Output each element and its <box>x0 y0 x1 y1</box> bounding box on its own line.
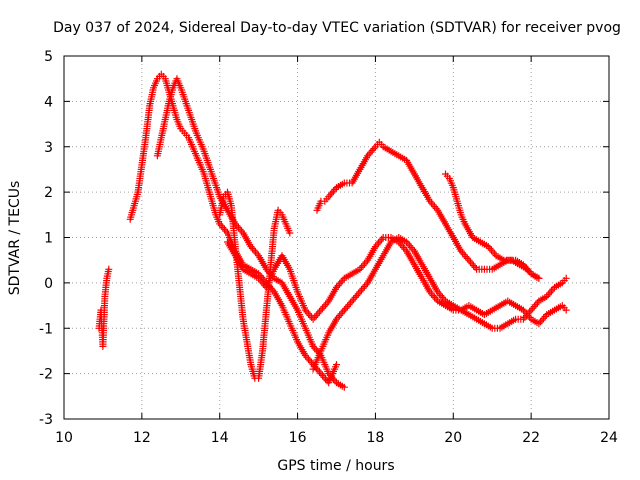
y-tick-label: 3 <box>44 140 53 156</box>
x-tick-label: 20 <box>444 430 462 446</box>
data-point <box>317 306 325 314</box>
x-tick-label: 22 <box>522 430 540 446</box>
series-trace <box>310 235 568 371</box>
series-arc-8 <box>442 170 543 282</box>
series-trace <box>314 141 541 281</box>
y-axis: -3 -2 -1 0 1 2 3 4 5 <box>39 49 609 428</box>
x-tick-label: 18 <box>367 430 385 446</box>
x-axis: 10 12 14 16 18 20 22 24 <box>55 56 618 446</box>
y-tick-label: 1 <box>44 231 53 247</box>
series-trace <box>225 234 568 332</box>
chart-title: Day 037 of 2024, Sidereal Day-to-day VTE… <box>53 20 621 36</box>
series-trace <box>127 72 339 385</box>
data-point <box>317 370 325 378</box>
y-tick-label: -2 <box>39 367 53 383</box>
series-arc-4 <box>216 188 294 382</box>
y-tick-label: -1 <box>39 321 53 337</box>
data-point <box>340 306 348 314</box>
data-marks <box>95 70 570 391</box>
data-point <box>527 306 535 314</box>
y-axis-label: SDTVAR / TECUs <box>7 181 23 296</box>
y-tick-label: 2 <box>44 185 53 201</box>
series-trace <box>154 77 346 390</box>
data-point <box>465 256 473 264</box>
series-trace <box>443 172 541 281</box>
x-tick-label: 14 <box>211 430 229 446</box>
y-tick-label: -3 <box>39 412 53 428</box>
x-tick-label: 12 <box>133 430 151 446</box>
series-arc-3 <box>153 75 348 391</box>
series-arc-5 <box>224 234 570 332</box>
x-tick-label: 16 <box>289 430 307 446</box>
data-point <box>348 297 356 305</box>
y-tick-label: 4 <box>44 94 53 110</box>
data-point <box>309 315 317 323</box>
series-arc-6 <box>309 234 570 373</box>
x-tick-label: 24 <box>600 430 618 446</box>
y-tick-label: 5 <box>44 49 53 65</box>
y-tick-label: 0 <box>44 276 53 292</box>
x-axis-label: GPS time / hours <box>277 458 394 474</box>
series-arc-1 <box>95 265 113 350</box>
grid-layer <box>64 56 609 419</box>
series-trace <box>95 268 112 348</box>
x-tick-label: 10 <box>55 430 73 446</box>
